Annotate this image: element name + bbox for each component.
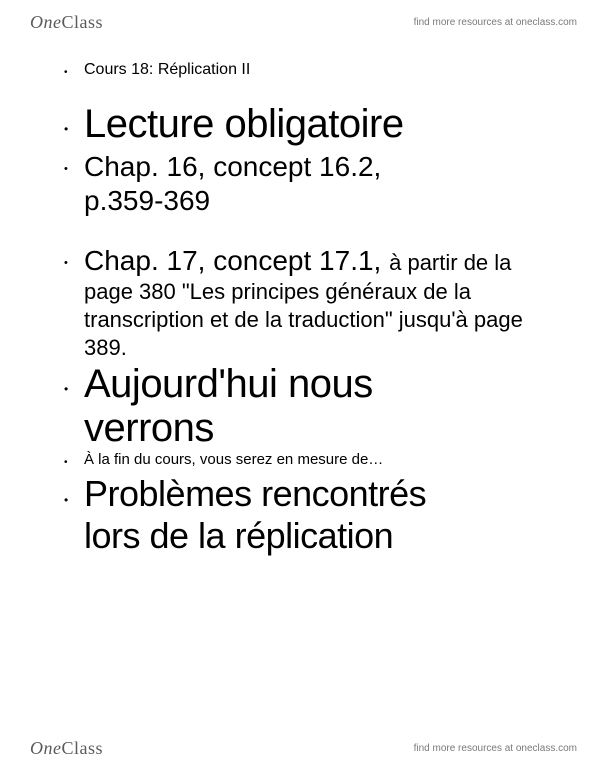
bullet-icon: • (64, 150, 84, 184)
course-title: Cours 18: Réplication II (84, 60, 564, 80)
reading1-line1: Chap. 16, concept 16.2, (84, 151, 381, 182)
bullet-icon: • (64, 473, 84, 521)
brand-logo: OneClass (30, 12, 103, 33)
bullet-icon: • (64, 362, 84, 410)
outcome-text: À la fin du cours, vous serez en mesure … (84, 450, 564, 470)
bullet-icon: • (64, 60, 84, 83)
heading-problems-l1: Problèmes rencontrés (84, 473, 426, 514)
reading1-row: • Chap. 16, concept 16.2, p.359-369 (64, 150, 564, 218)
footer-tagline: find more resources at oneclass.com (414, 743, 577, 754)
heading-today: Aujourd'hui nous verrons (84, 362, 564, 450)
heading-lecture-row: • Lecture obligatoire (64, 102, 564, 150)
header-tagline: find more resources at oneclass.com (414, 17, 577, 28)
page-footer: OneClass find more resources at oneclass… (0, 734, 595, 762)
reading2-lead: Chap. 17, concept 17.1, (84, 245, 389, 276)
page-header: OneClass find more resources at oneclass… (0, 8, 595, 36)
heading-problems-row: • Problèmes rencontrés lors de la réplic… (64, 473, 564, 557)
bullet-icon: • (64, 244, 84, 278)
logo-part-1: One (30, 12, 62, 32)
bullet-icon: • (64, 450, 84, 473)
brand-logo-footer: OneClass (30, 738, 103, 759)
spacer (64, 218, 564, 244)
heading-problems: Problèmes rencontrés lors de la réplicat… (84, 473, 564, 557)
heading-problems-l2: lors de la réplication (84, 515, 393, 556)
heading-today-row: • Aujourd'hui nous verrons (64, 362, 564, 450)
reading2-row: • Chap. 17, concept 17.1, à partir de la… (64, 244, 564, 362)
logo-part-1: One (30, 738, 62, 758)
outcome-row: • À la fin du cours, vous serez en mesur… (64, 450, 564, 473)
reading1-text: Chap. 16, concept 16.2, p.359-369 (84, 150, 564, 218)
bullet-icon: • (64, 102, 84, 150)
heading-today-l2: verrons (84, 406, 214, 450)
logo-part-2: Class (62, 12, 104, 32)
document-body: • Cours 18: Réplication II • Lecture obl… (64, 60, 564, 557)
reading1-line2: p.359-369 (84, 185, 210, 216)
logo-part-2: Class (62, 738, 104, 758)
course-title-row: • Cours 18: Réplication II (64, 60, 564, 102)
heading-lecture: Lecture obligatoire (84, 102, 564, 146)
reading2-text: Chap. 17, concept 17.1, à partir de la p… (84, 244, 564, 362)
heading-today-l1: Aujourd'hui nous (84, 362, 373, 406)
